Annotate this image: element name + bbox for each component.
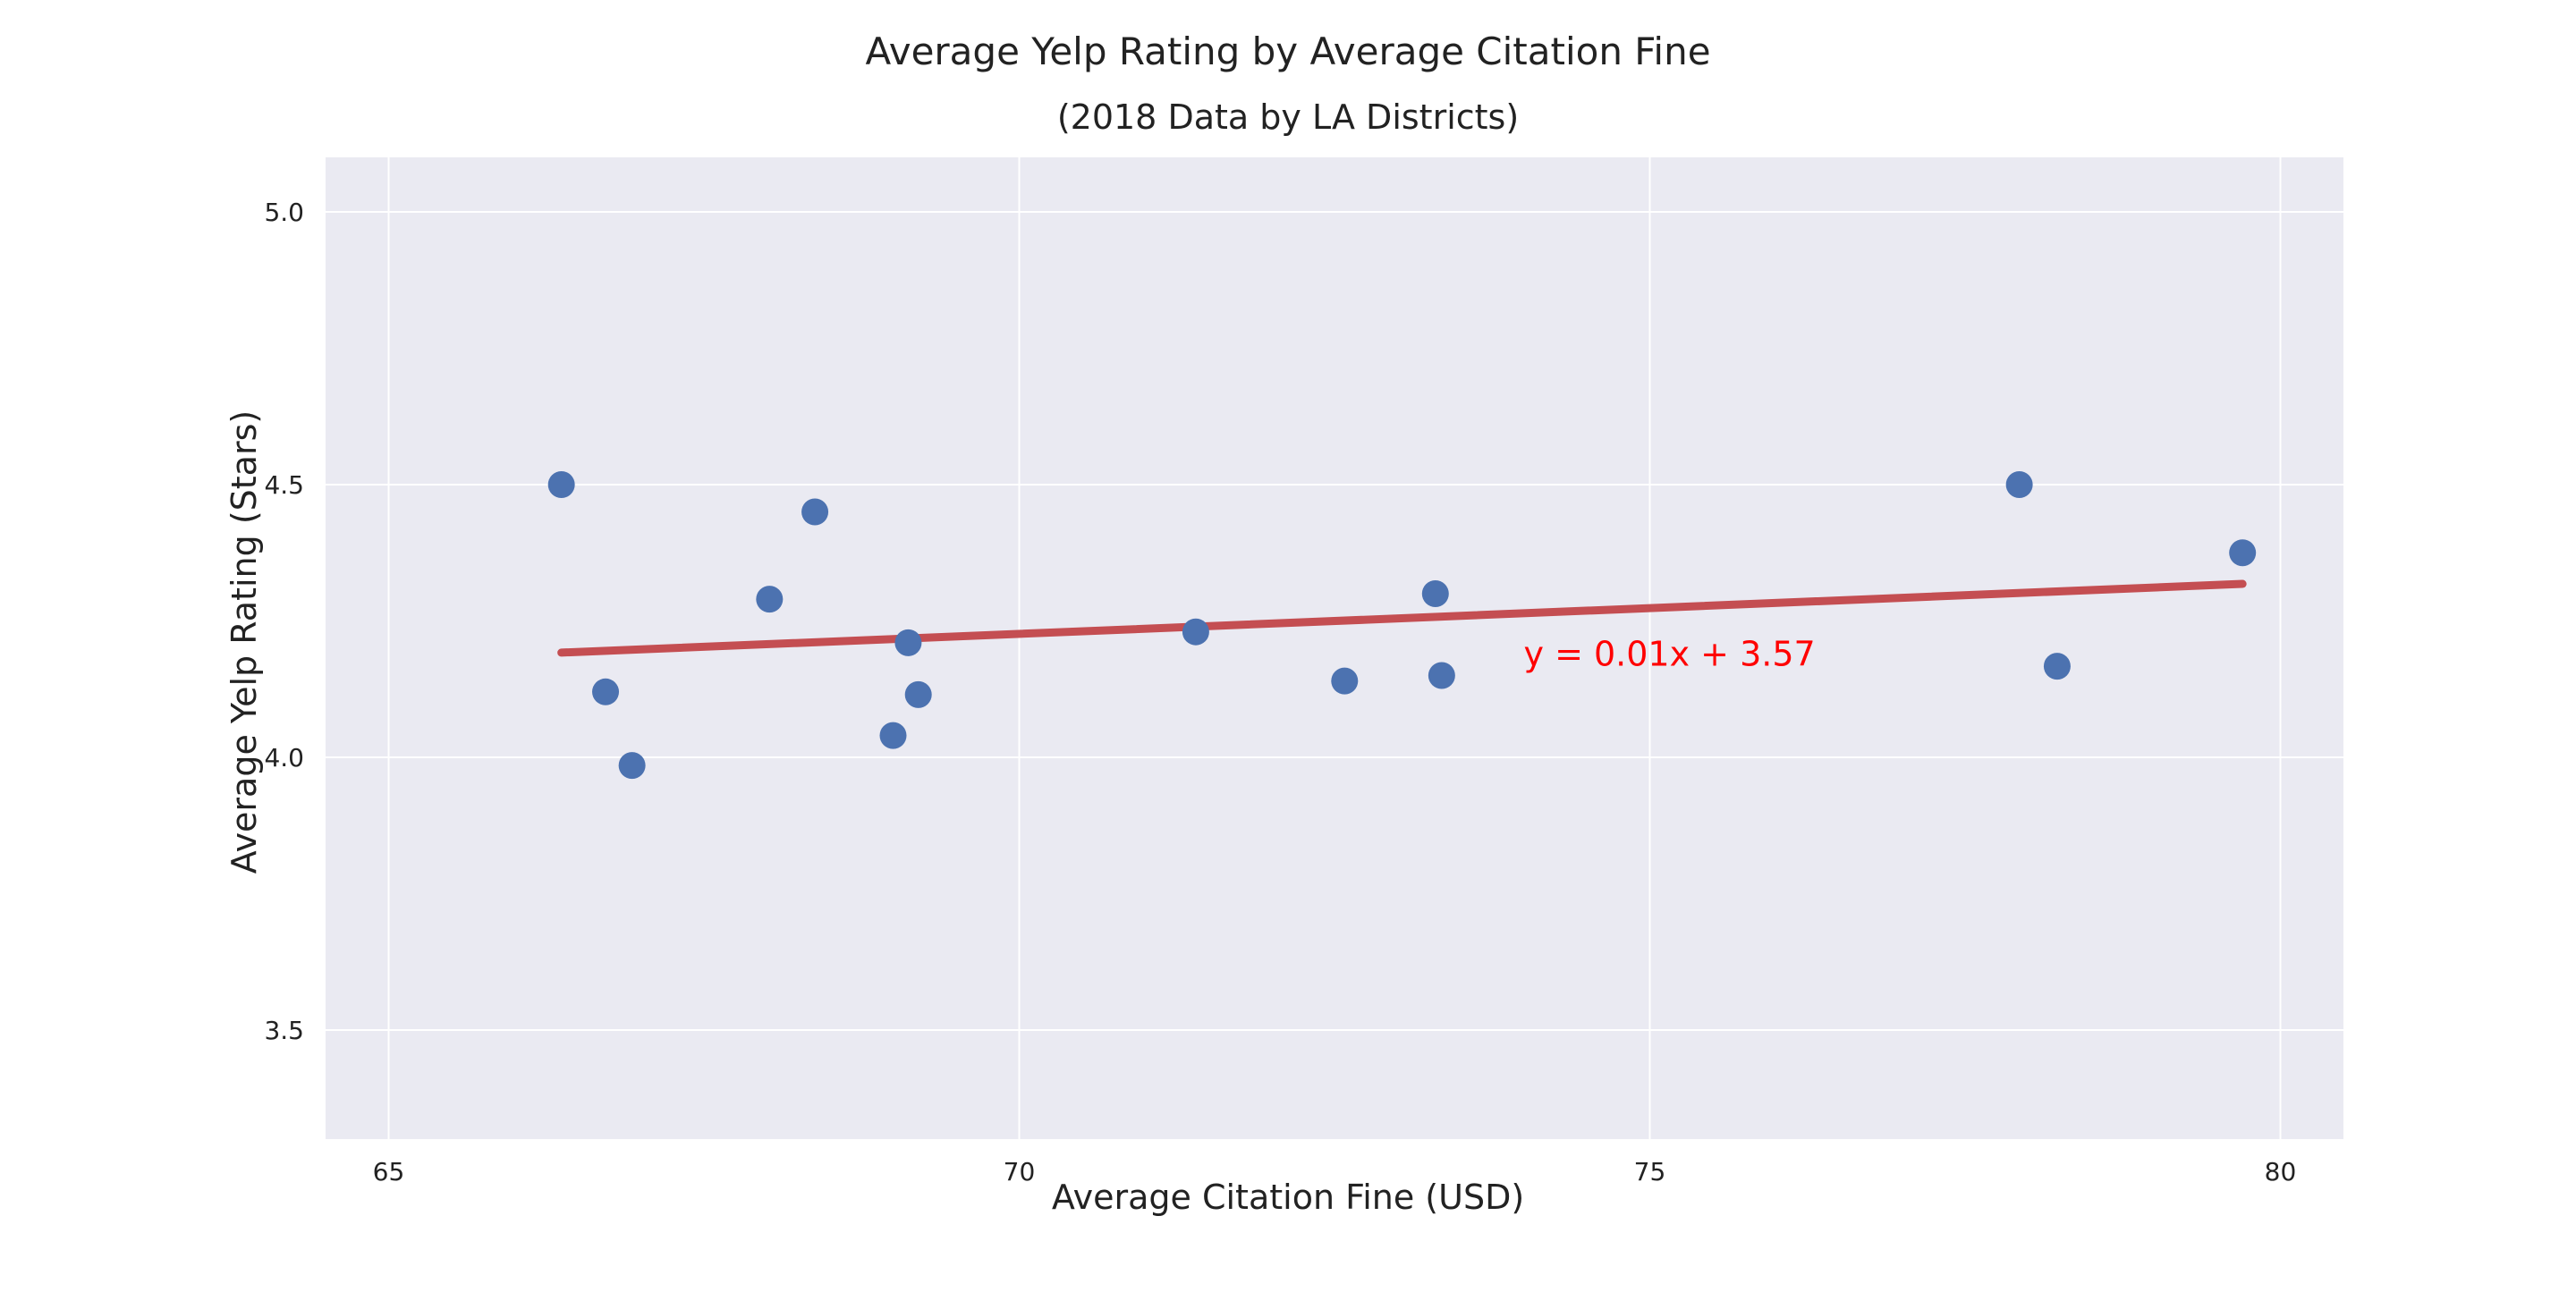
data-point (801, 498, 829, 526)
y-tick-label: 4.0 (264, 743, 304, 773)
x-tick-label: 80 (2265, 1157, 2297, 1186)
data-point (894, 629, 922, 656)
data-point (2229, 539, 2257, 567)
x-axis-label: Average Citation Fine (USD) (1052, 1178, 1524, 1217)
data-point (618, 752, 646, 780)
data-point (547, 471, 575, 498)
y-tick-label: 5.0 (264, 198, 304, 227)
x-tick-label: 65 (373, 1157, 405, 1186)
regression-line (557, 579, 2247, 657)
chart-subtitle: (2018 Data by LA Districts) (1057, 97, 1519, 137)
data-point (756, 586, 784, 613)
chart-title: Average Yelp Rating by Average Citation … (865, 30, 1710, 73)
x-tick-label: 70 (1004, 1157, 1036, 1186)
data-point (2043, 653, 2071, 680)
data-point (592, 678, 620, 705)
y-tick-label: 4.5 (264, 470, 304, 500)
x-tick-label: 75 (1634, 1157, 1666, 1186)
regression-equation-label: y = 0.01x + 3.57 (1524, 635, 1816, 674)
data-point (1182, 618, 1209, 646)
data-point (1421, 580, 1449, 607)
regression-layer (557, 579, 2247, 657)
data-point (2005, 471, 2033, 498)
data-point (1331, 667, 1359, 695)
y-axis-ticks: 3.5 4.0 4.5 5.0 (264, 198, 304, 1045)
data-point (904, 680, 932, 708)
y-tick-label: 3.5 (264, 1016, 304, 1045)
y-axis-label: Average Yelp Rating (Stars) (225, 410, 264, 874)
data-point (1428, 662, 1455, 689)
x-axis-ticks: 65 70 75 80 (373, 1157, 2297, 1186)
scatter-points (547, 471, 2257, 780)
data-point (879, 722, 907, 749)
